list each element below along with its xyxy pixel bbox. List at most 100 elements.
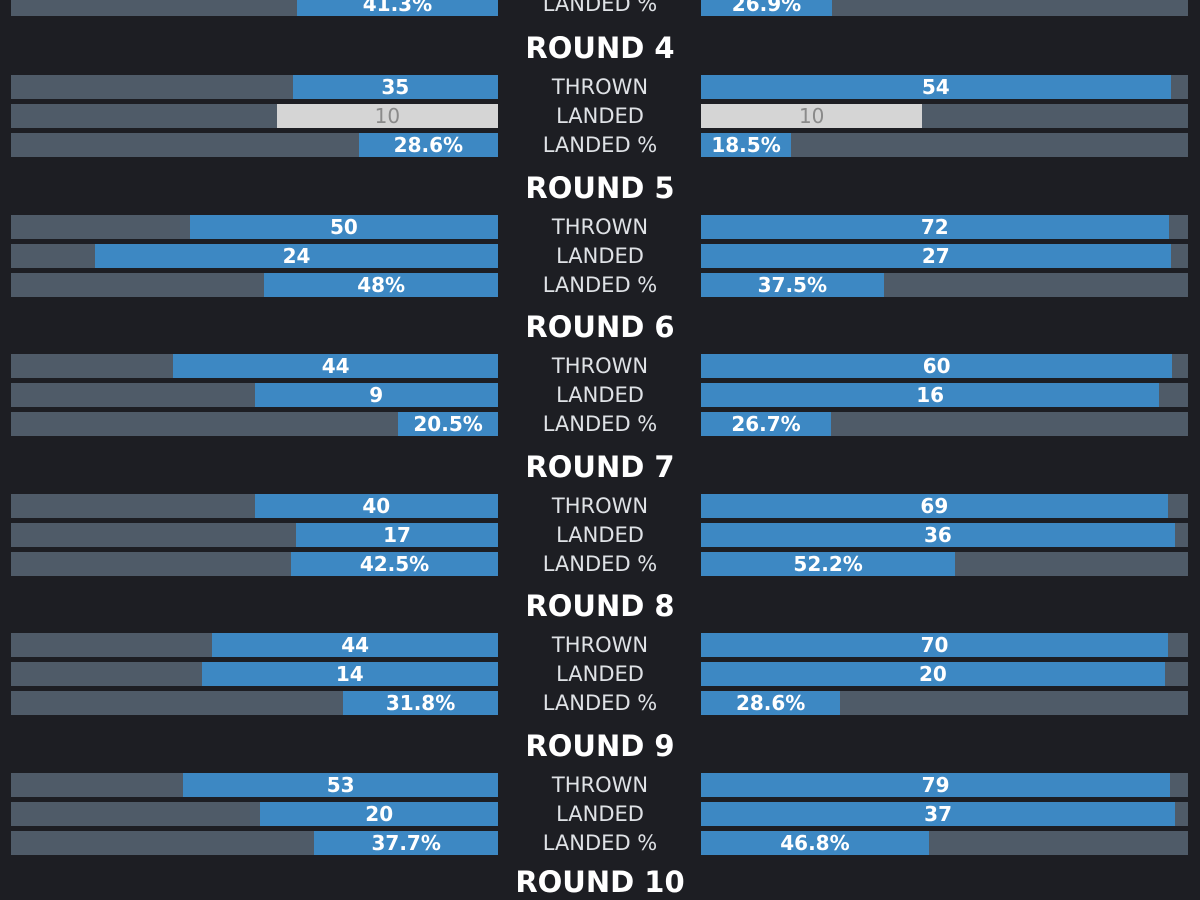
round-8-landed-left-bar: 14 [201, 662, 498, 686]
round-8-thrown-right-bar: 70 [701, 633, 1168, 657]
round-7-landed-left-bar: 17 [296, 522, 498, 547]
round-5-landed-right-bar: 27 [701, 243, 1171, 268]
round-9-landed-pct-right-bar: 46.8% [701, 830, 929, 855]
round-title-4: ROUND 4 [525, 31, 675, 65]
round-9-landed-pct-left-bar-track: 37.7% [11, 830, 498, 855]
round-8-landed-right-bar: 20 [701, 662, 1165, 686]
round-4-landed-right-bar: 10 [701, 104, 923, 128]
round-8-landed-label: LANDED [556, 662, 644, 686]
round-7-landed-right-bar-track: 36 [701, 522, 1188, 547]
round-6-landed-pct-left-bar-track: 20.5% [11, 412, 498, 436]
round-9-landed-pct-right-bar-track: 46.8% [701, 830, 1188, 855]
round-6-landed-left-bar: 9 [254, 383, 498, 407]
round-8-thrown-right-bar-track: 70 [701, 633, 1188, 657]
round-6-landed-right-bar: 16 [701, 383, 1160, 407]
round-4-landed-pct-right-bar-track: 18.5% [701, 133, 1188, 157]
round-5-landed-left-bar-track: 24 [11, 243, 498, 268]
round-7-thrown-right-bar: 69 [701, 493, 1168, 518]
round-9-thrown-right-bar-track: 79 [701, 772, 1188, 797]
round-9-landed-pct-label: LANDED % [542, 830, 658, 855]
round-4-landed-label: LANDED [556, 104, 644, 128]
round-5-thrown-left-bar-track: 50 [11, 214, 498, 239]
round-4-landed-pct-right-bar: 18.5% [701, 133, 792, 157]
round-6-landed-label: LANDED [556, 383, 644, 407]
round-8-thrown-left-bar-track: 44 [11, 633, 498, 657]
round-4-landed-pct-left-bar: 28.6% [358, 133, 498, 157]
round-4-landed-left-bar-track: 10 [11, 104, 498, 128]
round-8-landed-pct-label: LANDED % [542, 691, 658, 715]
round-6-thrown-right-bar: 60 [701, 354, 1173, 378]
round-4-thrown-left-bar-track: 35 [11, 75, 498, 99]
round-4-landed-right-bar-track: 10 [701, 104, 1188, 128]
round-7-landed-pct-label: LANDED % [542, 551, 658, 576]
round-7-landed-pct-left-bar-track: 42.5% [11, 551, 498, 576]
round-7-thrown-left-bar-track: 40 [11, 493, 498, 518]
round-6-thrown-left-bar-track: 44 [11, 354, 498, 378]
round-5-landed-left-bar: 24 [94, 243, 498, 268]
round-8-landed-left-bar-track: 14 [11, 662, 498, 686]
round-6-landed-pct-right-bar-track: 26.7% [701, 412, 1188, 436]
round-4-thrown-label: THROWN [551, 75, 649, 99]
round-title-8: ROUND 8 [525, 589, 675, 623]
round-9-landed-right-bar-track: 37 [701, 801, 1188, 826]
round-title-6: ROUND 6 [525, 310, 675, 344]
partial-landed-pct-left-bar-track: 41.3% [11, 0, 498, 16]
round-7-landed-left-bar-track: 17 [11, 522, 498, 547]
partial-landed-pct-right-bar: 26.9% [701, 0, 832, 16]
round-4-thrown-right-bar-track: 54 [701, 75, 1188, 99]
round-5-landed-pct-right-bar-track: 37.5% [701, 272, 1188, 297]
round-5-landed-pct-right-bar: 37.5% [701, 272, 884, 297]
round-6-landed-right-bar-track: 16 [701, 383, 1188, 407]
round-5-landed-pct-left-bar-track: 48% [11, 272, 498, 297]
round-title-9: ROUND 9 [525, 728, 675, 763]
round-5-landed-right-bar-track: 27 [701, 243, 1188, 268]
round-9-thrown-left-bar-track: 53 [11, 772, 498, 797]
round-7-landed-pct-right-bar-track: 52.2% [701, 551, 1188, 576]
round-title-10: ROUND 10 [515, 865, 685, 899]
round-8-thrown-label: THROWN [551, 633, 649, 657]
partial-landed-pct-label: LANDED % [542, 0, 658, 16]
round-9-landed-right-bar: 37 [701, 801, 1176, 826]
round-6-landed-pct-label: LANDED % [542, 412, 658, 436]
round-4-landed-left-bar: 10 [276, 104, 498, 128]
round-9-thrown-label: THROWN [551, 772, 649, 797]
partial-landed-pct-right-bar-track: 26.9% [701, 0, 1188, 16]
round-7-landed-pct-right-bar: 52.2% [701, 551, 956, 576]
round-5-thrown-left-bar: 50 [189, 214, 498, 239]
round-8-thrown-left-bar: 44 [212, 633, 498, 657]
round-title-5: ROUND 5 [525, 170, 675, 205]
round-6-landed-left-bar-track: 9 [11, 383, 498, 407]
round-4-thrown-left-bar: 35 [292, 75, 498, 99]
round-5-thrown-right-bar: 72 [701, 214, 1169, 239]
round-6-landed-pct-left-bar: 20.5% [398, 412, 498, 436]
partial-landed-pct-left-bar: 41.3% [296, 0, 498, 16]
round-7-thrown-left-bar: 40 [254, 493, 498, 518]
round-6-thrown-right-bar-track: 60 [701, 354, 1188, 378]
round-7-landed-pct-left-bar: 42.5% [291, 551, 498, 576]
round-6-thrown-label: THROWN [551, 354, 649, 378]
round-7-landed-right-bar: 36 [701, 522, 1175, 547]
round-8-landed-pct-right-bar: 28.6% [701, 691, 841, 715]
round-7-thrown-label: THROWN [551, 493, 649, 518]
round-9-landed-left-bar-track: 20 [11, 801, 498, 826]
round-8-landed-pct-right-bar-track: 28.6% [701, 691, 1188, 715]
round-4-landed-pct-label: LANDED % [542, 133, 658, 157]
round-5-landed-pct-label: LANDED % [542, 272, 658, 297]
round-8-landed-pct-left-bar: 31.8% [343, 691, 498, 715]
round-5-thrown-label: THROWN [551, 214, 649, 239]
round-8-landed-pct-left-bar-track: 31.8% [11, 691, 498, 715]
round-9-landed-label: LANDED [556, 801, 644, 826]
round-9-landed-pct-left-bar: 37.7% [314, 830, 498, 855]
round-5-thrown-right-bar-track: 72 [701, 214, 1188, 239]
round-7-thrown-right-bar-track: 69 [701, 493, 1188, 518]
round-9-landed-left-bar: 20 [260, 801, 498, 826]
round-6-thrown-left-bar: 44 [173, 354, 498, 378]
round-4-landed-pct-left-bar-track: 28.6% [11, 133, 498, 157]
round-9-thrown-left-bar: 53 [183, 772, 498, 797]
round-7-landed-label: LANDED [556, 522, 644, 547]
round-title-7: ROUND 7 [525, 449, 675, 484]
round-6-landed-pct-right-bar: 26.7% [701, 412, 832, 436]
round-9-thrown-right-bar: 79 [701, 772, 1171, 797]
round-8-landed-right-bar-track: 20 [701, 662, 1188, 686]
